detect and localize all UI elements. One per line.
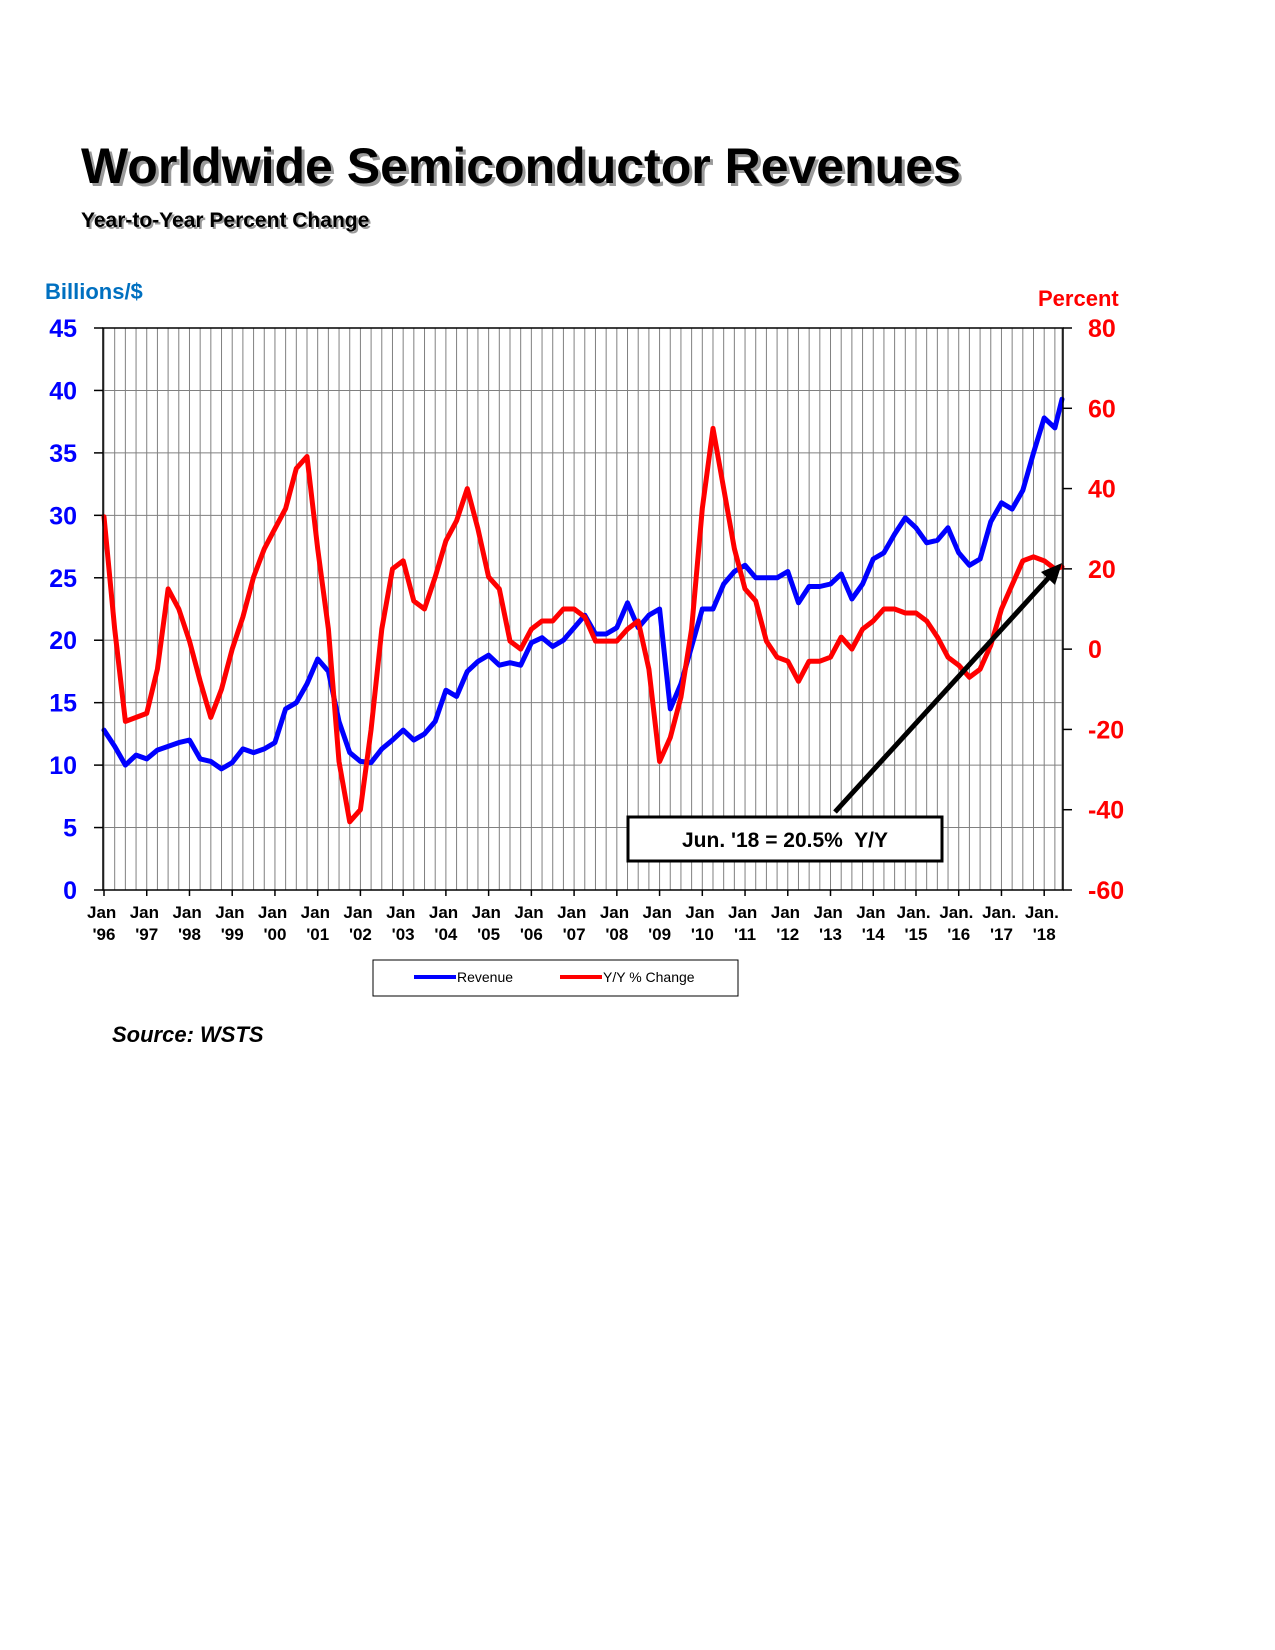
source: Source: WSTS xyxy=(112,1022,264,1047)
y-tick-label: 25 xyxy=(49,565,77,593)
chart-title: Worldwide Semiconductor Revenues xyxy=(81,138,961,194)
x-tick-label: Jan '11 xyxy=(728,903,762,944)
y2-tick-label: 60 xyxy=(1088,395,1116,423)
y2-tick-label: -40 xyxy=(1088,797,1124,825)
y2-tick-label: 20 xyxy=(1088,556,1116,584)
x-tick-label: Jan '01 xyxy=(301,903,335,944)
annotation-arrow xyxy=(833,572,1054,814)
y-tick-label: 30 xyxy=(49,502,77,530)
y-tick-label: 0 xyxy=(63,877,77,905)
annotation-arrowhead xyxy=(1041,563,1062,585)
x-tick-label: Jan '04 xyxy=(429,903,463,944)
y-tick-label: 45 xyxy=(49,315,77,343)
y-tick-label: 15 xyxy=(49,690,77,718)
x-tick-label: Jan '03 xyxy=(386,903,420,944)
x-tick-label: Jan '07 xyxy=(557,903,591,944)
lines xyxy=(101,396,1065,825)
x-tick-label: Jan '10 xyxy=(685,903,719,944)
x-tick-label: Jan. '16 xyxy=(939,903,978,944)
x-tick-label: Jan '98 xyxy=(172,903,206,944)
grid xyxy=(94,327,1072,896)
x-tick-label: Jan '13 xyxy=(813,903,847,944)
plot-frame xyxy=(102,327,1064,891)
legend-label: Revenue xyxy=(457,969,513,985)
x-tick-label: Jan '02 xyxy=(343,903,377,944)
x-tick-label: Jan '96 xyxy=(87,903,121,944)
y2-tick-label: 40 xyxy=(1088,476,1116,504)
x-tick-label: Jan '99 xyxy=(215,903,249,944)
y2-tick-label: -20 xyxy=(1088,716,1124,744)
x-tick-label: Jan '00 xyxy=(258,903,292,944)
x-tick-label: Jan '09 xyxy=(643,903,677,944)
y2-tick-label: 0 xyxy=(1088,636,1102,664)
x-tick-label: Jan. '17 xyxy=(982,903,1021,944)
series-line xyxy=(101,396,1065,772)
y-tick-label: 10 xyxy=(49,752,77,780)
chart-title-shadow: Worldwide Semiconductor Revenues xyxy=(84,141,964,197)
y-tick-label: 5 xyxy=(63,815,77,843)
y-tick-label: 35 xyxy=(49,440,77,468)
chart-subtitle: Year-to-Year Percent Change xyxy=(81,209,369,232)
x-tick-label: Jan '12 xyxy=(771,903,805,944)
series-line xyxy=(101,425,1065,825)
x-tick-label: Jan. '18 xyxy=(1025,903,1064,944)
x-tick-label: Jan '97 xyxy=(130,903,164,944)
legend-items: Revenue Y/Y % Change xyxy=(414,969,695,985)
annotation-box xyxy=(626,815,944,863)
x-tick-label: Jan '05 xyxy=(472,903,506,944)
y-tick-label: 40 xyxy=(49,377,77,405)
y-axis-label: Billions/$ xyxy=(45,279,143,304)
annotation: Jun. '18 = 20.5% Y/Y xyxy=(682,829,888,852)
y-tick-label: 20 xyxy=(49,627,77,655)
y2-tick-label: -60 xyxy=(1088,877,1124,905)
y2-axis-label: Percent xyxy=(1038,286,1119,311)
chart-subtitle-shadow: Year-to-Year Percent Change xyxy=(83,211,371,234)
x-tick-label: Jan '14 xyxy=(856,903,890,944)
x-tick-label: Jan. '15 xyxy=(897,903,936,944)
legend-label: Y/Y % Change xyxy=(603,969,695,985)
x-tick-label: Jan '06 xyxy=(514,903,548,944)
y2-tick-label: 80 xyxy=(1088,315,1116,343)
x-tick-label: Jan '08 xyxy=(600,903,634,944)
